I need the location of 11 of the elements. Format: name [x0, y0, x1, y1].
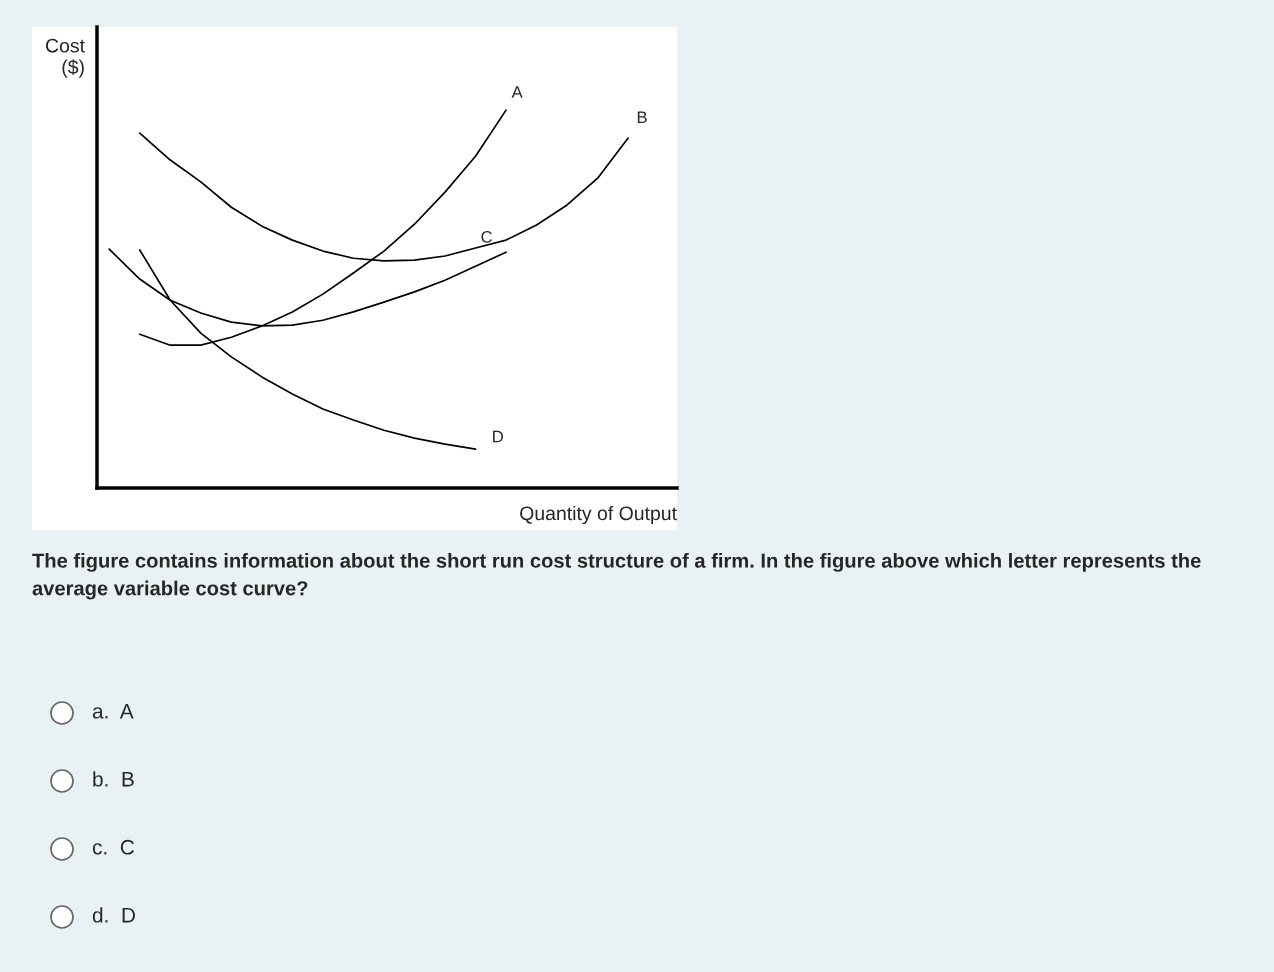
- series-label: D: [493, 430, 503, 443]
- series-label: B: [637, 111, 647, 123]
- text: The figure contains information about the short run cost structure of a firm. In the figure above which letter represents the average variable cost curve?: [32, 553, 1201, 600]
- x-axis-title: Quantity of Output: [520, 505, 677, 525]
- y-axis-title: Cost ($): [46, 38, 85, 78]
- text: d. D: [92, 907, 135, 923]
- text: a. A: [92, 704, 134, 719]
- text: b. B: [93, 771, 134, 787]
- series-label: C: [481, 230, 492, 243]
- series-label: A: [511, 86, 523, 98]
- text: c. C: [92, 839, 135, 855]
